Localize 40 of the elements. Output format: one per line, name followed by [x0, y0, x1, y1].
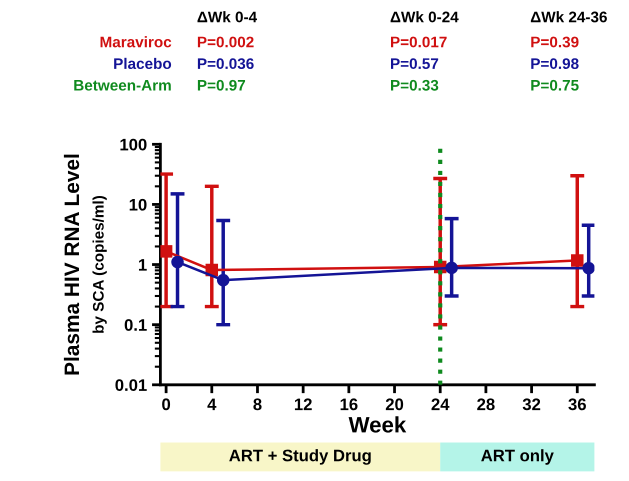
x-tick-label: 36 — [568, 398, 586, 410]
text: Placebo — [114, 58, 172, 70]
x-tick-label: 20 — [386, 398, 404, 410]
text: Between-Arm — [74, 80, 171, 91]
text: P=0.036 — [198, 58, 254, 70]
x-axis-title: Week — [348, 416, 406, 433]
point — [171, 256, 184, 268]
text: P=0.75 — [531, 80, 579, 91]
text: P=0.017 — [391, 36, 447, 48]
point — [216, 274, 230, 286]
x-tick-label: 28 — [477, 398, 495, 410]
y-tick-label: 0.01 — [115, 379, 147, 392]
x-tick-label: 4 — [207, 398, 216, 410]
text: Maraviroc — [100, 36, 172, 48]
x-tick-label: 32 — [522, 398, 540, 410]
text: ΔWk 24-36 — [530, 11, 607, 22]
text: P=0.97 — [198, 80, 246, 91]
point — [160, 245, 172, 258]
text: P=0.002 — [198, 36, 254, 48]
text: ART only — [481, 449, 554, 465]
x-tick-label: 0 — [162, 398, 170, 410]
y-axis-title: Plasma HIV RNA Level by SCA (copies/ml) — [64, 154, 107, 374]
y-tick-label: 10 — [130, 198, 147, 211]
y-tick-label: 1 — [138, 259, 147, 271]
text: ART + Study Drug — [229, 449, 371, 465]
x-tick-label: 24 — [432, 398, 450, 410]
x-tick-label: 12 — [294, 398, 312, 410]
y-tick-label: 0.1 — [124, 319, 147, 331]
text: P=0.39 — [531, 36, 579, 48]
x-tick-label: 8 — [253, 398, 262, 410]
text: ΔWk 0-24 — [390, 11, 459, 22]
text: ΔWk 0-4 — [197, 11, 258, 22]
text: P=0.33 — [391, 80, 438, 91]
y-tick-label: 100 — [120, 138, 147, 151]
point — [582, 262, 594, 274]
text: P=0.57 — [391, 58, 438, 70]
point — [571, 254, 584, 267]
point — [445, 262, 458, 274]
x-tick-label: 16 — [340, 398, 358, 410]
text: P=0.98 — [531, 58, 579, 70]
